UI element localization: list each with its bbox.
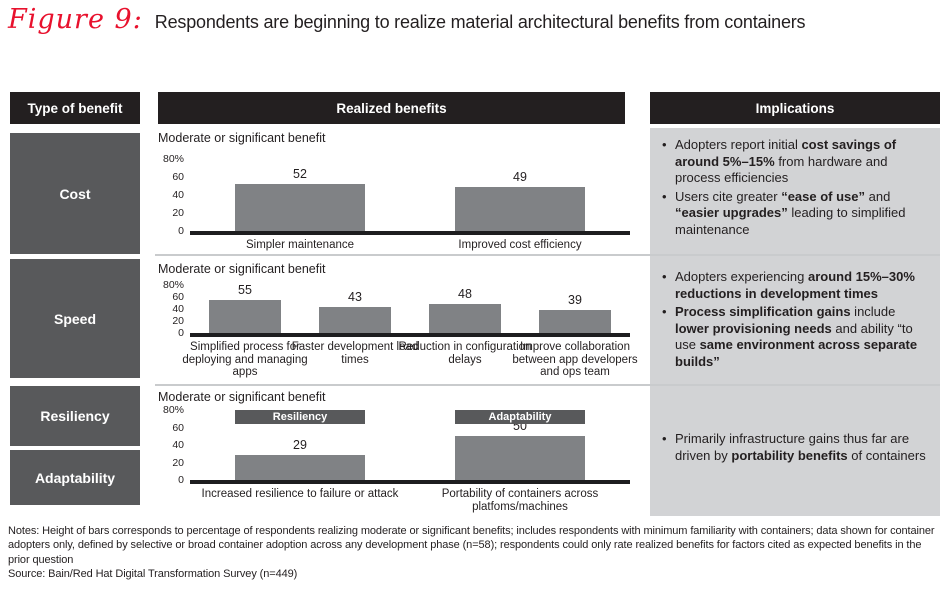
row-label-adaptability: Adaptability <box>10 450 140 505</box>
bullet-marker: • <box>662 269 667 284</box>
figure-title-row: Figure 9: Respondents are beginning to r… <box>8 4 806 35</box>
y-axis-tick-label: 40 <box>172 303 184 315</box>
y-axis-tick-label: 80% <box>162 404 184 416</box>
figure-label: Figure 9: <box>8 4 143 35</box>
implications-cost: • Adopters report initial cost savings of… <box>662 137 930 238</box>
bar <box>539 310 611 333</box>
bullet-marker: • <box>662 304 667 319</box>
bar-value-label: 52 <box>293 167 307 181</box>
bar-value-label: 43 <box>348 290 362 304</box>
bar <box>455 187 585 231</box>
bar-category-label: Improve collaboration between app develo… <box>512 341 638 379</box>
plot-area: 52 49 <box>190 159 630 235</box>
bar-value-label: 29 <box>293 438 307 452</box>
bar-category-label: Portability of containers across platfom… <box>441 488 599 513</box>
row-divider <box>155 384 940 386</box>
y-axis-tick-label: 80% <box>162 279 184 291</box>
implications-resiliency-adaptability: • Primarily infrastructure gains thus far… <box>662 431 930 464</box>
bar-category-label: Reduction in configuration delays <box>398 341 532 366</box>
bullet-text: Primarily infrastructure gains thus far … <box>675 431 926 463</box>
y-axis-tick-label: 60 <box>172 291 184 303</box>
implication-bullet: • Adopters report initial cost savings of… <box>662 137 930 187</box>
plot-area: 29 Resiliency 50 Adaptability <box>190 410 630 484</box>
bar-value-label: 48 <box>458 287 472 301</box>
bar-value-label: 55 <box>238 283 252 297</box>
bar-category-label: Faster development lead times <box>291 341 419 366</box>
bullet-marker: • <box>662 137 667 152</box>
bar-value-label: 39 <box>568 293 582 307</box>
implications-speed: • Adopters experiencing around 15%–30% re… <box>662 269 930 370</box>
bar <box>319 307 391 333</box>
y-axis-tick-label: 60 <box>172 421 184 434</box>
y-axis-tick-label: 20 <box>172 207 184 219</box>
bar-value-label: 49 <box>513 170 527 184</box>
y-axis-tick-label: 80% <box>162 153 184 165</box>
implication-bullet: • Primarily infrastructure gains thus far… <box>662 431 930 464</box>
bar <box>235 455 365 480</box>
bar <box>455 436 585 480</box>
row-label-speed: Speed <box>10 259 140 378</box>
implications-panel <box>650 128 940 516</box>
bullet-text: Users cite greater “ease of use” and “ea… <box>675 188 906 237</box>
y-axis-tick-label: 20 <box>172 456 184 469</box>
bar <box>209 300 281 333</box>
group-label: Adaptability <box>455 410 585 424</box>
bar-category-label: Simplified process for deploying and man… <box>182 341 308 379</box>
figure-title: Respondents are beginning to realize mat… <box>154 12 806 32</box>
bar <box>235 184 365 231</box>
y-axis-tick-label: 0 <box>178 327 184 339</box>
chart-subtitle: Moderate or significant benefit <box>158 390 326 404</box>
chart-subtitle: Moderate or significant benefit <box>158 262 326 276</box>
y-axis-tick-label: 0 <box>178 474 184 486</box>
y-axis-tick-label: 40 <box>172 189 184 201</box>
y-axis-tick-label: 0 <box>178 225 184 237</box>
row-divider <box>155 254 940 256</box>
column-header-type-of-benefit: Type of benefit <box>10 92 140 124</box>
implication-bullet: • Adopters experiencing around 15%–30% re… <box>662 269 930 302</box>
bullet-marker: • <box>662 188 667 204</box>
column-header-realized-benefits: Realized benefits <box>158 92 625 124</box>
implication-bullet: • Process simplification gains include lo… <box>662 304 930 370</box>
source-text: Source: Bain/Red Hat Digital Transformat… <box>8 567 298 580</box>
row-label-resiliency: Resiliency <box>10 386 140 446</box>
bar-category-label: Improved cost efficiency <box>458 239 582 251</box>
y-axis-tick-label: 60 <box>172 171 184 183</box>
chart-subtitle: Moderate or significant benefit <box>158 131 326 145</box>
plot-area: 55 43 48 39 <box>190 283 630 337</box>
bar <box>429 304 501 333</box>
implication-bullet: • Users cite greater “ease of use” and “e… <box>662 189 930 239</box>
bullet-text: Adopters experiencing around 15%–30% red… <box>675 269 915 301</box>
group-label: Resiliency <box>235 410 365 424</box>
footer-notes-block: Notes: Height of bars corresponds to per… <box>8 524 944 581</box>
y-axis-tick-label: 20 <box>172 315 184 327</box>
bar-category-label: Increased resilience to failure or attac… <box>201 488 399 500</box>
y-axis-tick-label: 40 <box>172 439 184 451</box>
bar-category-label: Simpler maintenance <box>245 239 355 251</box>
bullet-text: Process simplification gains include low… <box>675 304 918 369</box>
notes-text: Notes: Height of bars corresponds to per… <box>8 525 935 566</box>
row-label-cost: Cost <box>10 133 140 254</box>
bullet-marker: • <box>662 431 667 446</box>
bullet-text: Adopters report initial cost savings of … <box>675 137 897 185</box>
column-header-implications: Implications <box>650 92 940 124</box>
